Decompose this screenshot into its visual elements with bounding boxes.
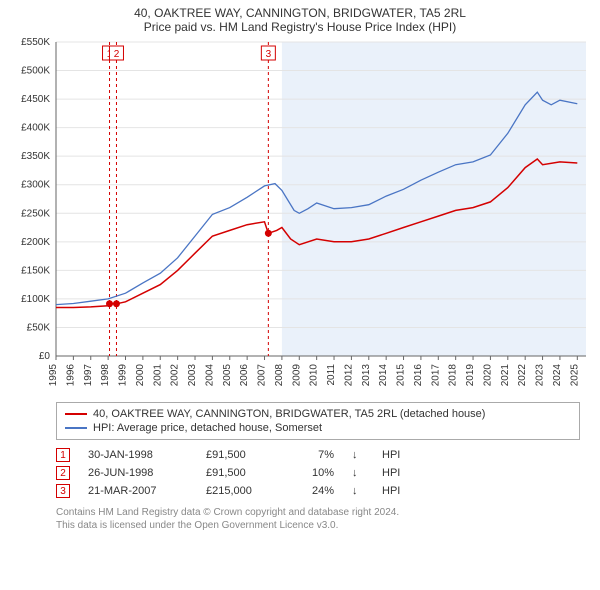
transaction-date: 26-JUN-1998: [88, 467, 188, 479]
svg-text:£400K: £400K: [21, 123, 50, 134]
legend-label: HPI: Average price, detached house, Some…: [93, 422, 322, 434]
chart-legend: 40, OAKTREE WAY, CANNINGTON, BRIDGWATER,…: [56, 402, 580, 440]
svg-text:2019: 2019: [465, 364, 476, 387]
svg-text:2021: 2021: [500, 364, 511, 387]
svg-text:2001: 2001: [152, 364, 163, 387]
svg-text:£550K: £550K: [21, 37, 50, 48]
svg-text:2000: 2000: [135, 364, 146, 387]
svg-text:£150K: £150K: [21, 265, 50, 276]
svg-text:2005: 2005: [222, 364, 233, 387]
svg-text:2020: 2020: [482, 364, 493, 387]
transaction-pct: 10%: [294, 467, 334, 479]
svg-text:2025: 2025: [569, 364, 580, 387]
legend-row: 40, OAKTREE WAY, CANNINGTON, BRIDGWATER,…: [65, 407, 571, 421]
svg-text:2012: 2012: [343, 364, 354, 387]
svg-text:2004: 2004: [204, 364, 215, 387]
transaction-row: 1 30-JAN-1998 £91,500 7% ↓ HPI: [56, 446, 580, 464]
down-arrow-icon: ↓: [352, 485, 364, 497]
transaction-pct: 7%: [294, 449, 334, 461]
svg-text:2008: 2008: [274, 364, 285, 387]
data-attribution: Contains HM Land Registry data © Crown c…: [56, 506, 580, 532]
transaction-price: £215,000: [206, 485, 276, 497]
svg-text:2002: 2002: [170, 364, 181, 387]
transactions-table: 1 30-JAN-1998 £91,500 7% ↓ HPI 2 26-JUN-1998 £91…: [56, 446, 580, 500]
svg-text:1995: 1995: [48, 364, 59, 387]
transaction-price: £91,500: [206, 467, 276, 479]
transaction-pct: 24%: [294, 485, 334, 497]
svg-text:£100K: £100K: [21, 294, 50, 305]
transaction-marker: 2: [56, 466, 70, 480]
transaction-vs: HPI: [382, 467, 400, 479]
footer-line-1: Contains HM Land Registry data © Crown c…: [56, 506, 580, 519]
svg-text:2014: 2014: [378, 364, 389, 387]
svg-text:1996: 1996: [65, 364, 76, 387]
svg-text:2009: 2009: [291, 364, 302, 387]
transaction-price: £91,500: [206, 449, 276, 461]
legend-swatch: [65, 413, 87, 415]
transaction-date: 21-MAR-2007: [88, 485, 188, 497]
svg-text:£200K: £200K: [21, 237, 50, 248]
svg-text:£350K: £350K: [21, 151, 50, 162]
svg-text:£50K: £50K: [27, 322, 51, 333]
title-address: 40, OAKTREE WAY, CANNINGTON, BRIDGWATER,…: [0, 6, 600, 20]
svg-text:£450K: £450K: [21, 94, 50, 105]
svg-text:2: 2: [114, 49, 120, 60]
svg-text:£500K: £500K: [21, 66, 50, 77]
svg-text:2024: 2024: [552, 364, 563, 387]
svg-text:2007: 2007: [257, 364, 268, 387]
svg-text:1997: 1997: [83, 364, 94, 387]
legend-swatch: [65, 427, 87, 429]
transaction-row: 3 21-MAR-2007 £215,000 24% ↓ HPI: [56, 482, 580, 500]
svg-text:2013: 2013: [361, 364, 372, 387]
transaction-marker: 1: [56, 448, 70, 462]
svg-text:2006: 2006: [239, 364, 250, 387]
transaction-vs: HPI: [382, 485, 400, 497]
down-arrow-icon: ↓: [352, 467, 364, 479]
svg-text:1998: 1998: [100, 364, 111, 387]
transaction-marker: 3: [56, 484, 70, 498]
svg-text:2015: 2015: [396, 364, 407, 387]
svg-text:2003: 2003: [187, 364, 198, 387]
svg-text:2016: 2016: [413, 364, 424, 387]
svg-text:£250K: £250K: [21, 208, 50, 219]
svg-text:2018: 2018: [448, 364, 459, 387]
transaction-vs: HPI: [382, 449, 400, 461]
svg-text:£300K: £300K: [21, 180, 50, 191]
transaction-row: 2 26-JUN-1998 £91,500 10% ↓ HPI: [56, 464, 580, 482]
legend-label: 40, OAKTREE WAY, CANNINGTON, BRIDGWATER,…: [93, 408, 485, 420]
svg-text:2017: 2017: [430, 364, 441, 387]
svg-text:2022: 2022: [517, 364, 528, 387]
legend-row: HPI: Average price, detached house, Some…: [65, 421, 571, 435]
transaction-date: 30-JAN-1998: [88, 449, 188, 461]
svg-text:£0: £0: [39, 351, 51, 362]
svg-text:3: 3: [266, 49, 272, 60]
svg-text:1999: 1999: [118, 364, 129, 387]
chart-title-block: 40, OAKTREE WAY, CANNINGTON, BRIDGWATER,…: [0, 0, 600, 36]
price-chart: £0 £50K £100K £150K £200K £250K £300K £350K £400…: [0, 36, 600, 396]
svg-text:2011: 2011: [326, 364, 337, 386]
svg-text:2023: 2023: [535, 364, 546, 387]
title-subtitle: Price paid vs. HM Land Registry's House …: [0, 20, 600, 34]
chart-svg: £0 £50K £100K £150K £200K £250K £300K £350K £400…: [0, 36, 600, 396]
down-arrow-icon: ↓: [352, 449, 364, 461]
svg-text:2010: 2010: [309, 364, 320, 387]
footer-line-2: This data is licensed under the Open Gov…: [56, 519, 580, 532]
